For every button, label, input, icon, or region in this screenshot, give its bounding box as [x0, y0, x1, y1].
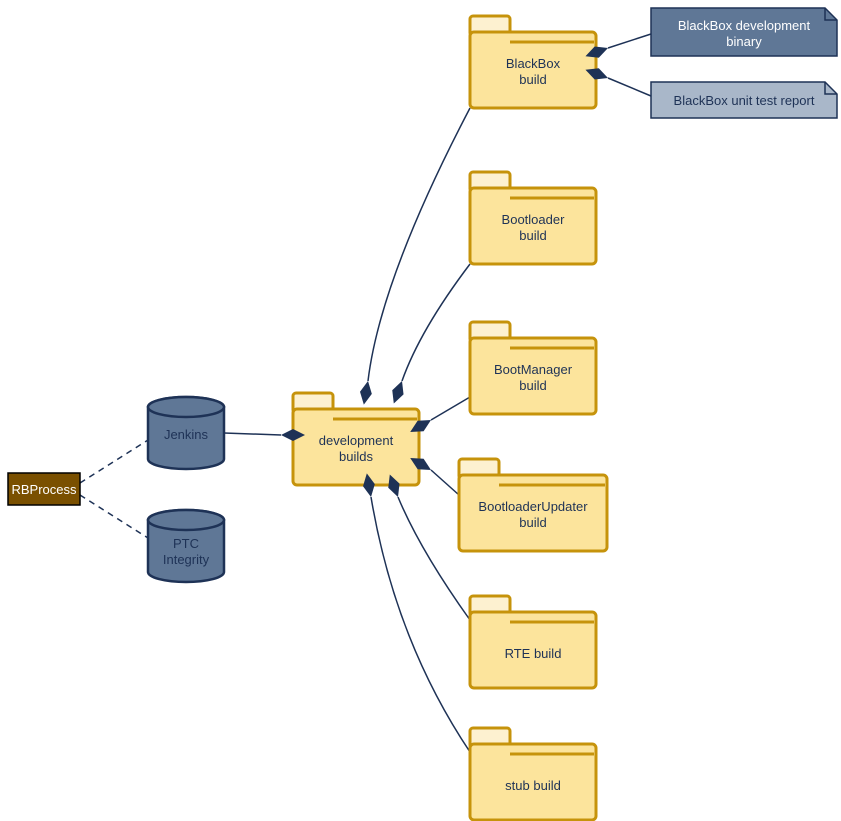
label: build — [519, 515, 546, 530]
label: RBProcess — [11, 482, 77, 497]
label: BootloaderUpdater — [478, 499, 588, 514]
label: build — [519, 72, 546, 87]
database-ptc: PTCIntegrity — [148, 510, 224, 582]
folder-bootmanager: BootManagerbuild — [470, 322, 596, 414]
folder-bootloader: Bootloaderbuild — [470, 172, 596, 264]
diamond-arrowhead — [388, 379, 407, 406]
edge — [224, 433, 281, 435]
edge — [371, 497, 470, 752]
label: binary — [726, 34, 762, 49]
folder-blackbox: BlackBoxbuild — [470, 16, 596, 108]
edge — [608, 34, 651, 48]
label: development — [319, 433, 394, 448]
edge — [431, 470, 459, 495]
edge — [368, 108, 470, 381]
label: BlackBox unit test report — [674, 93, 815, 108]
label: build — [519, 228, 546, 243]
edge — [80, 440, 148, 483]
folder-rte: RTE build — [470, 596, 596, 688]
folder-devbuilds: developmentbuilds — [293, 393, 419, 485]
note-note1: BlackBox developmentbinary — [651, 8, 837, 56]
label: stub build — [505, 778, 561, 793]
label: Jenkins — [164, 427, 209, 442]
label: BlackBox — [506, 56, 561, 71]
edge — [608, 78, 651, 96]
label: build — [519, 378, 546, 393]
edge — [402, 264, 470, 381]
note-note2: BlackBox unit test report — [651, 82, 837, 118]
database-jenkins: Jenkins — [148, 397, 224, 469]
label: builds — [339, 449, 373, 464]
edge — [431, 397, 470, 420]
folder-stub: stub build — [470, 728, 596, 820]
label: Bootloader — [502, 212, 566, 227]
label: RTE build — [505, 646, 562, 661]
diagram-canvas: RBProcessJenkinsPTCIntegritydevelopmentb… — [0, 0, 841, 821]
box-rbprocess: RBProcess — [8, 473, 80, 505]
label: BlackBox development — [678, 18, 811, 33]
edge — [80, 495, 148, 538]
label: Integrity — [163, 552, 210, 567]
label: PTC — [173, 536, 199, 551]
diamond-arrowhead — [358, 380, 374, 406]
label: BootManager — [494, 362, 573, 377]
folder-bootloaderupdater: BootloaderUpdaterbuild — [459, 459, 607, 551]
